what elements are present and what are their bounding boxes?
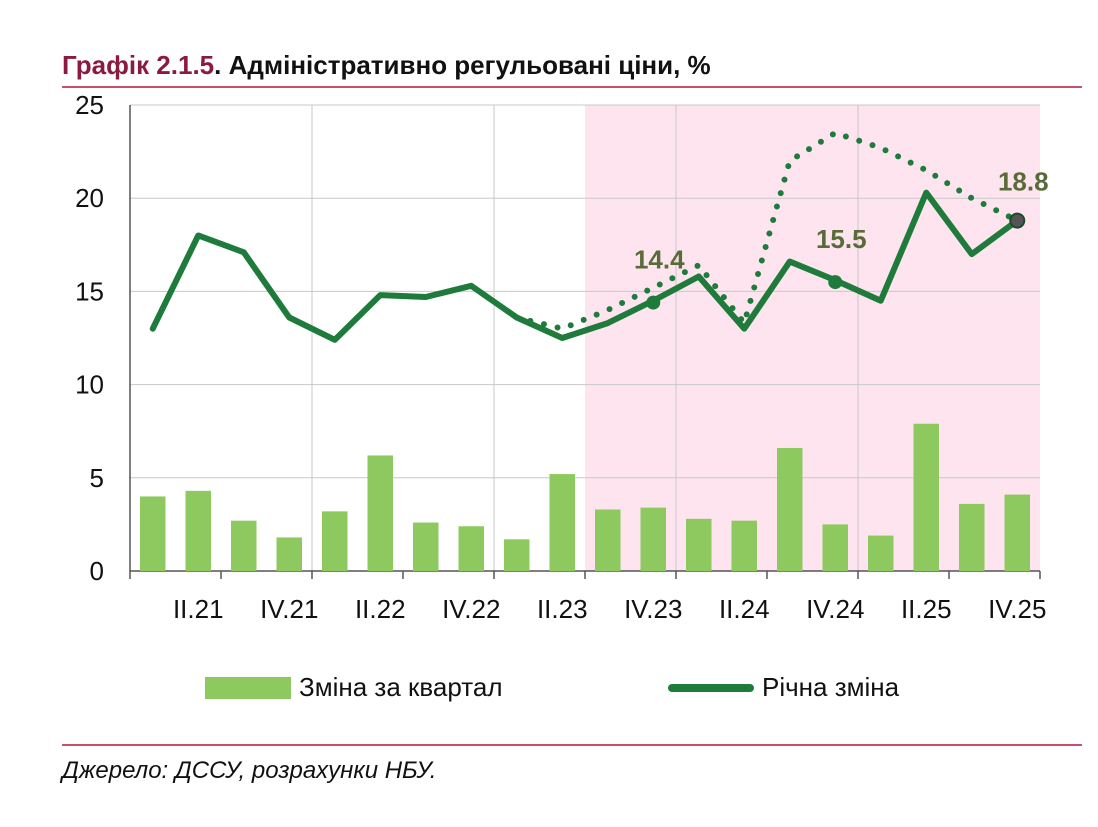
series-line-annual [149,189,1021,343]
x-tick-label: II.22 [355,594,406,624]
title-divider [62,86,1082,88]
bar [686,518,712,571]
bar [595,509,621,571]
x-tick-label: II.23 [537,594,588,624]
forecast-region [585,105,1040,571]
bar [913,423,939,571]
annotation-label: 14.4 [634,245,685,275]
y-tick-label: 0 [90,556,104,586]
legend-label-quarterly: Зміна за квартал [299,672,503,702]
bar [731,520,757,571]
bar [185,490,211,571]
bar [868,535,894,571]
x-tick-label: IV.23 [624,594,682,624]
y-tick-label: 5 [90,463,104,493]
x-tick-label: IV.24 [806,594,864,624]
bar [640,507,666,571]
x-tick-label: IV.21 [260,594,318,624]
chart-title-text: . Адміністративно регульовані ціни, % [214,50,711,80]
bar [367,455,393,571]
bar [231,520,257,571]
source-note: Джерело: ДССУ, розрахунки НБУ. [62,757,437,784]
bar [322,511,348,571]
y-tick-label: 20 [75,183,104,213]
legend-label-annual: Річна зміна [762,672,900,702]
y-tick-label: 25 [75,90,104,120]
y-tick-label: 15 [75,276,104,306]
bar [276,537,302,571]
x-tick-label: II.24 [719,594,770,624]
bar [777,447,803,571]
chart-number: Графік 2.1.5 [62,50,215,80]
legend: Зміна за квартал Річна зміна [0,672,1098,712]
x-tick-label: II.25 [901,594,952,624]
bar [549,474,575,571]
annotation-marker [828,275,843,290]
annotation-marker [646,295,661,310]
bar [140,496,166,571]
source-divider [62,744,1082,746]
annotation-label: 18.8 [998,167,1049,197]
legend-swatch-bar [205,676,291,699]
x-tick-label: IV.25 [988,594,1046,624]
bar [822,524,848,571]
bar [959,503,985,571]
x-tick-label: IV.22 [442,594,500,624]
chart: 0 5 10 15 20 25 II.21 IV.21 II.22 IV.22 II.23 IV.23… [75,90,1049,624]
legend-item-quarterly: Зміна за квартал [205,672,503,703]
y-tick-label: 10 [75,370,104,400]
annotation-label: 15.5 [816,224,867,254]
legend-item-annual: Річна зміна [668,672,899,703]
bar [504,539,530,571]
legend-swatch-line [668,683,754,692]
annotation-marker [1009,212,1026,229]
bar [1004,494,1030,571]
bar [413,522,439,571]
series-line-dotted [513,129,1021,332]
x-tick-label: II.21 [173,594,224,624]
bar [458,526,484,571]
chart-title: Графік 2.1.5. Адміністративно регульован… [62,50,711,81]
